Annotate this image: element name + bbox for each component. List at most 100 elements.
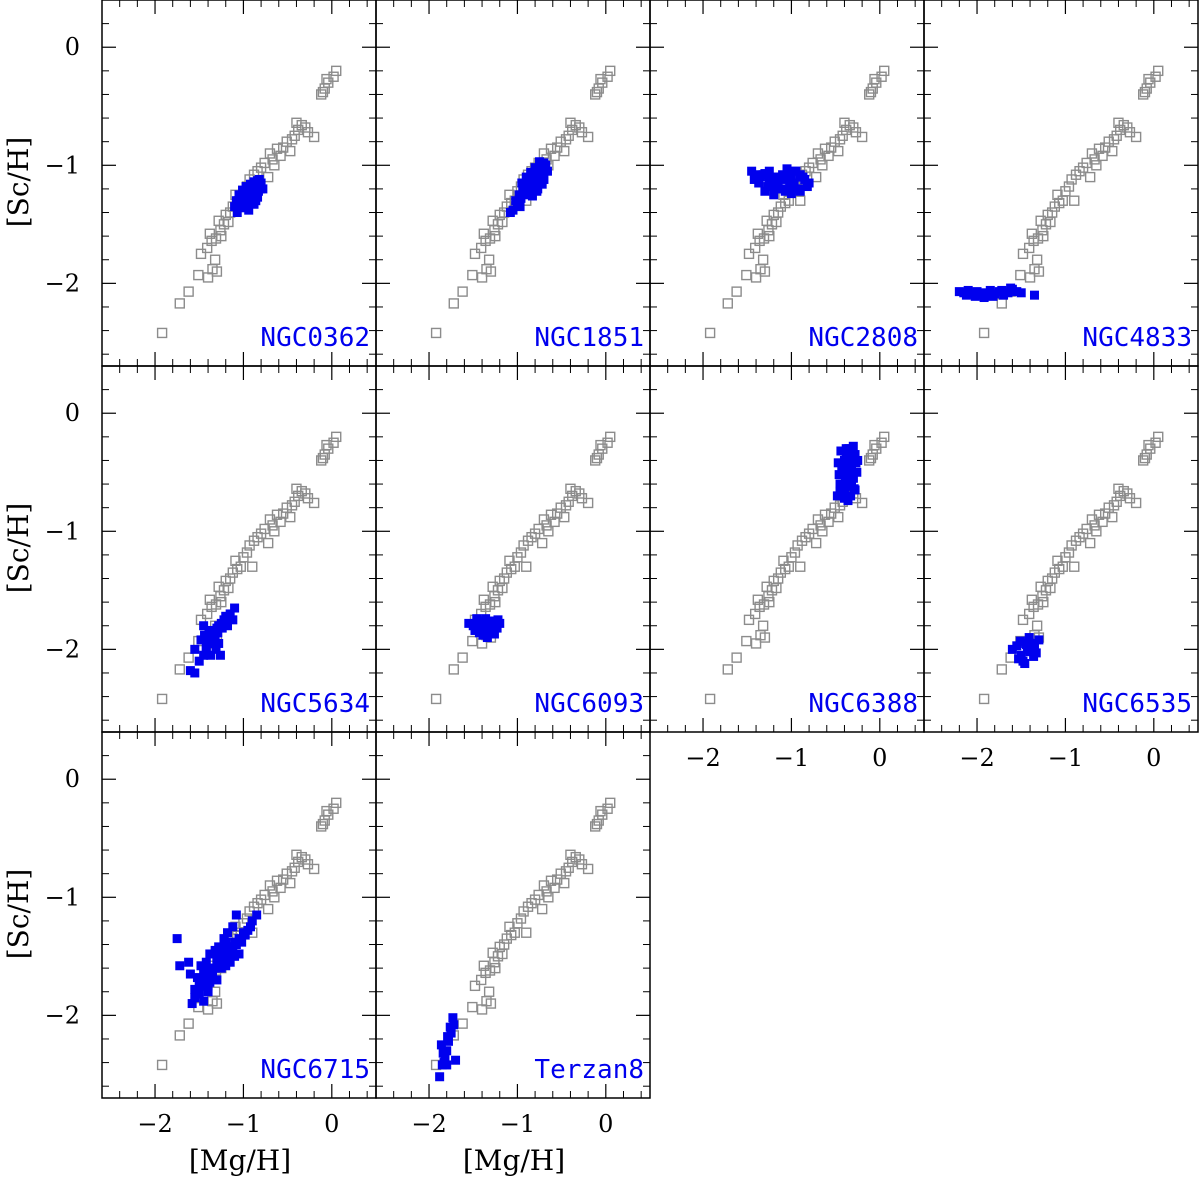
reference-point xyxy=(216,596,227,608)
reference-point xyxy=(269,892,280,903)
reference-point xyxy=(591,86,603,98)
reference-point xyxy=(536,903,548,915)
reference-point xyxy=(1046,573,1058,584)
cluster-point xyxy=(214,638,224,648)
cluster-point xyxy=(845,467,855,477)
reference-point xyxy=(289,130,300,141)
x-tick-label: −1 xyxy=(774,744,809,772)
cluster-point xyxy=(848,473,858,483)
reference-point xyxy=(1139,86,1151,98)
cluster-point xyxy=(767,177,777,187)
reference-point xyxy=(551,142,563,153)
reference-point xyxy=(285,145,296,157)
reference-point xyxy=(275,150,286,162)
cluster-point xyxy=(487,628,497,638)
reference-point xyxy=(595,439,606,451)
reference-point xyxy=(807,523,818,535)
cluster-point xyxy=(786,172,796,182)
cluster-point xyxy=(201,642,211,652)
reference-point xyxy=(591,452,603,464)
reference-point xyxy=(582,497,594,509)
cluster-point xyxy=(445,1022,455,1032)
cluster-point xyxy=(442,1060,452,1070)
reference-point xyxy=(1118,119,1129,131)
panel-NGC5634: −2 −1 0 NGC5634 xyxy=(45,365,377,733)
cluster-point xyxy=(532,186,542,196)
reference-point xyxy=(469,980,481,992)
y-tick-label: −2 xyxy=(45,269,80,297)
cluster-point xyxy=(234,949,244,959)
cluster-point xyxy=(802,182,812,192)
reference-point xyxy=(996,664,1007,675)
cluster-point xyxy=(175,961,185,971)
y-tick-label: −1 xyxy=(45,151,80,179)
reference-point xyxy=(1017,614,1029,626)
cluster-point xyxy=(228,615,238,625)
x-axis-title-col-1: [Mg/H] xyxy=(189,1144,291,1177)
reference-point xyxy=(1093,143,1105,154)
cluster-point xyxy=(754,178,764,188)
cluster-point xyxy=(795,186,805,196)
reference-point xyxy=(1063,547,1075,558)
reference-point xyxy=(224,573,236,584)
cluster-point xyxy=(839,493,849,503)
cluster-point xyxy=(237,937,247,947)
reference-point xyxy=(876,71,887,82)
reference-point xyxy=(504,921,515,933)
cluster-point xyxy=(961,290,971,300)
reference-point xyxy=(1038,230,1049,242)
reference-point xyxy=(321,805,332,817)
panel-Terzan8: −2 −1 0 Terzan8 xyxy=(375,731,651,1138)
panel-label: Terzan8 xyxy=(534,1055,644,1085)
cluster-point xyxy=(199,621,209,631)
reference-point xyxy=(490,230,501,242)
reference-point xyxy=(247,561,258,572)
cluster-point xyxy=(451,1055,461,1065)
reference-point xyxy=(590,821,601,832)
reference-point xyxy=(1081,157,1092,169)
panel-label: NGC0362 xyxy=(260,323,370,353)
x-tick-label: 0 xyxy=(1146,744,1161,772)
reference-point xyxy=(193,269,204,281)
reference-point xyxy=(560,500,572,511)
reference-point xyxy=(331,797,342,809)
reference-point xyxy=(602,803,613,814)
cluster-point xyxy=(236,198,246,208)
reference-point xyxy=(1005,652,1016,663)
reference-point xyxy=(1150,437,1161,448)
cluster-point xyxy=(232,208,242,218)
panel-frame xyxy=(101,0,377,367)
reference-point xyxy=(216,230,227,242)
reference-point xyxy=(778,555,789,567)
cluster-point xyxy=(850,450,860,460)
reference-point xyxy=(1150,71,1161,82)
reference-point xyxy=(485,266,497,277)
cluster-point xyxy=(782,164,792,174)
reference-point xyxy=(810,537,822,549)
cluster-point xyxy=(209,633,219,643)
reference-point xyxy=(833,511,844,523)
cluster-point xyxy=(1027,638,1037,648)
cluster-point xyxy=(200,630,210,640)
y-tick-label: −2 xyxy=(45,1001,80,1029)
cluster-point xyxy=(199,996,209,1006)
reference-point xyxy=(597,77,608,88)
reference-point xyxy=(1017,248,1029,260)
cluster-point xyxy=(758,170,768,180)
reference-point xyxy=(1091,160,1102,171)
reference-point xyxy=(1143,73,1154,85)
reference-point xyxy=(289,862,300,873)
cluster-point xyxy=(542,166,552,176)
reference-point xyxy=(457,1018,468,1029)
reference-point xyxy=(563,496,574,507)
cluster-point xyxy=(192,973,202,983)
reference-point xyxy=(978,327,990,339)
reference-point xyxy=(549,882,560,894)
reference-point xyxy=(605,797,616,809)
reference-point xyxy=(211,266,223,277)
reference-point xyxy=(522,535,534,546)
reference-point xyxy=(156,1059,168,1071)
reference-point xyxy=(323,443,334,454)
reference-point xyxy=(817,160,828,171)
reference-point xyxy=(1054,197,1065,209)
